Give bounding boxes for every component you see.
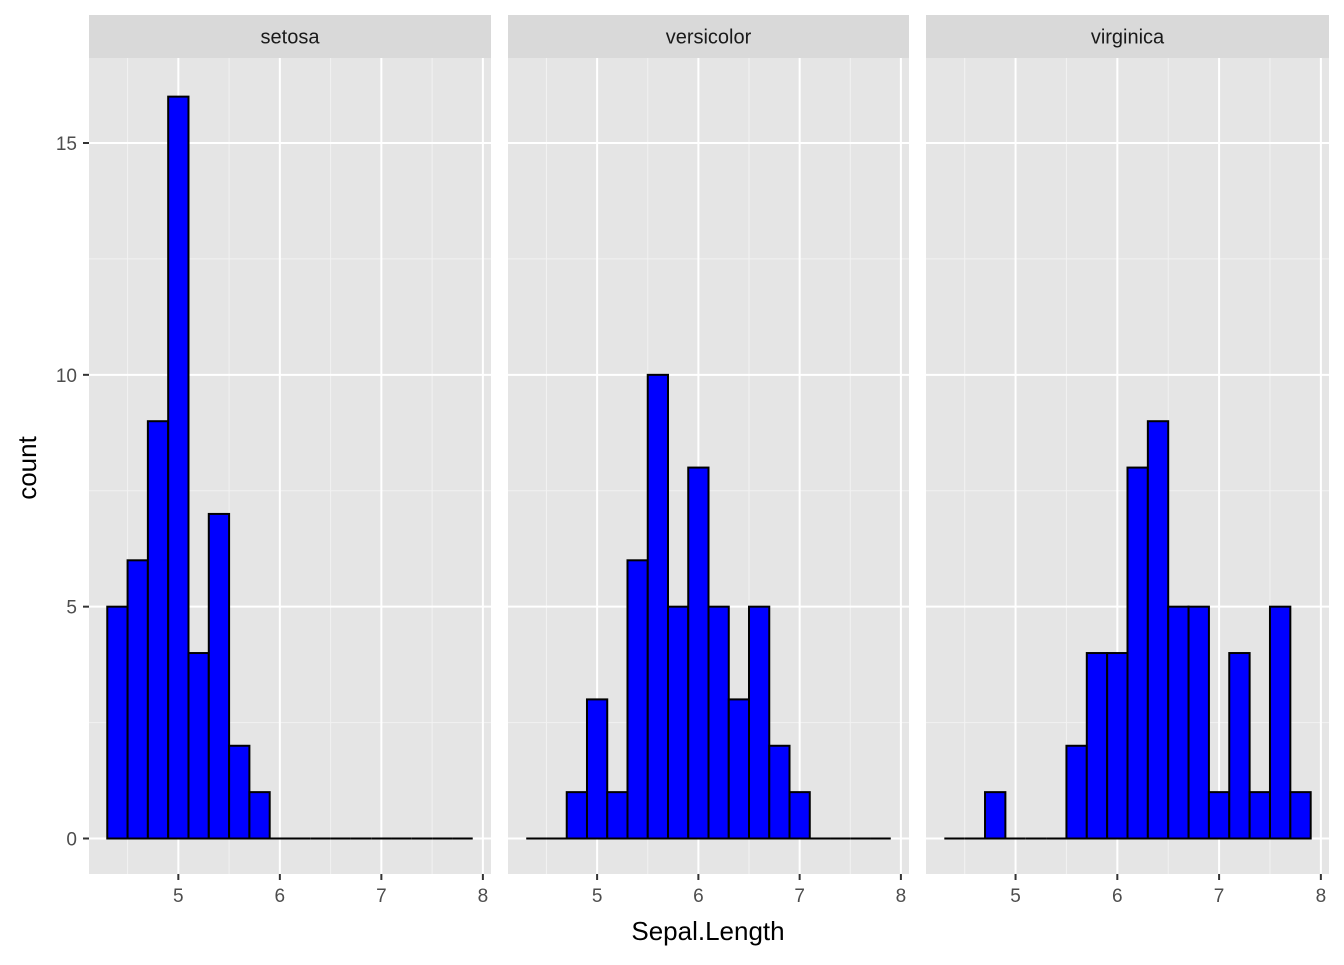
histogram-bar [167,95,190,840]
histogram-bar [106,605,129,840]
histogram-bar [1248,791,1271,840]
x-tick-label: 5 [592,886,603,907]
y-tick-label: 0 [66,830,77,851]
y-tick-label: 15 [56,134,77,155]
facet-panel-versicolor: versicolor 5 6 7 8 [508,15,909,907]
histogram-bar [126,559,149,840]
histogram-bar [1268,605,1292,840]
histogram-bar [1085,652,1109,840]
histogram-bar [727,698,751,840]
facet-panel-setosa: setosa 5 6 7 8 [89,15,491,907]
histogram-bar [1289,791,1312,840]
facet-strip [926,15,1329,58]
histogram-bar [768,744,791,840]
x-tick-label: 6 [275,886,286,907]
histogram-bar [606,791,629,840]
facet-strip-label: versicolor [666,27,752,49]
histogram-bar [1228,652,1251,840]
histogram-bar [585,698,609,840]
facet-strip [508,15,909,58]
x-tick-label: 7 [376,886,387,907]
x-tick-label: 5 [173,886,184,907]
histogram-bar [687,466,710,840]
x-tick-label: 6 [1112,886,1123,907]
y-tick-label: 5 [66,598,77,619]
histogram-bar [1167,605,1190,840]
x-axis-title: Sepal.Length [631,916,784,946]
histogram-bar [565,791,588,840]
x-tick-label: 7 [794,886,805,907]
histogram-bar [207,512,231,840]
histogram-bar [1126,466,1149,840]
histogram-bar [248,791,271,840]
histogram-bar [626,559,649,840]
x-tick-label: 7 [1214,886,1225,907]
histogram-bar [146,420,170,840]
histogram-bar [707,605,730,840]
histogram-bar [646,373,669,840]
histogram-bar [788,791,811,840]
y-axis-title: count [12,435,42,499]
histogram-bar [228,744,251,840]
x-tick-label: 8 [478,886,489,907]
facet-strip [89,15,491,58]
histogram-bar [748,605,771,840]
x-tick-label: 8 [1316,886,1327,907]
facet-panel-virginica: virginica 5 6 7 8 [926,15,1329,907]
x-tick-label: 5 [1010,886,1021,907]
x-tick-label: 6 [693,886,704,907]
histogram-bar [1065,744,1088,840]
histogram-bar [666,605,690,840]
histogram-bar [1106,652,1129,840]
histogram-bar [1146,420,1170,840]
x-tick-label: 8 [896,886,907,907]
y-tick-label: 10 [56,366,77,387]
histogram-bar [984,791,1007,840]
histogram-bar [187,652,210,840]
facet-strip-label: virginica [1091,27,1165,49]
histogram-bar [1207,791,1231,840]
facet-strip-label: setosa [261,27,321,49]
histogram-bar [1187,605,1210,840]
